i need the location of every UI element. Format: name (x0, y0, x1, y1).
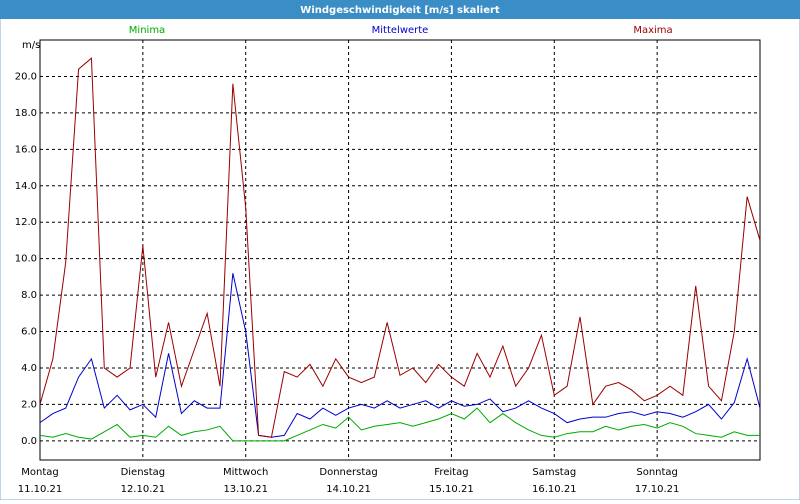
y-tick-label: 16.0 (15, 144, 37, 155)
title-bar (0, 0, 800, 19)
series-line (39, 407, 760, 442)
x-tick-label: Samstag (532, 467, 576, 478)
y-tick-label: 2.0 (21, 399, 37, 410)
y-tick-label: 18.0 (15, 108, 37, 119)
y-tick-label: 8.0 (21, 290, 37, 301)
series-line (39, 273, 761, 438)
chart-title: Windgeschwindigkeit [m/s] skaliert (300, 5, 500, 16)
plot-frame (39, 39, 761, 461)
x-tick-date: 17.10.21 (635, 484, 680, 495)
legend-label: Minima (129, 25, 165, 36)
x-tick-date: 11.10.21 (18, 484, 63, 495)
x-tick-label: Donnerstag (319, 467, 377, 478)
x-tick-label: Montag (21, 467, 58, 478)
legend-label: Maxima (633, 25, 672, 36)
y-tick-label: 14.0 (15, 181, 37, 192)
y-tick-label: 12.0 (15, 217, 37, 228)
x-tick-date: 12.10.21 (121, 484, 166, 495)
x-tick-date: 13.10.21 (223, 484, 268, 495)
x-tick-date: 14.10.21 (326, 484, 371, 495)
x-tick-label: Sonntag (636, 467, 678, 478)
x-tick-label: Mittwoch (223, 467, 268, 478)
y-tick-label: 20.0 (15, 71, 37, 82)
legend-label: Mittelwerte (372, 25, 429, 36)
series-line (39, 57, 761, 438)
x-tick-label: Dienstag (121, 467, 166, 478)
y-tick-label: 0.0 (21, 436, 37, 447)
y-tick-label: 4.0 (21, 363, 37, 374)
x-tick-date: 16.10.21 (532, 484, 577, 495)
x-tick-date: 15.10.21 (429, 484, 474, 495)
x-tick-label: Freitag (434, 467, 468, 478)
y-tick-label: 10.0 (15, 254, 37, 265)
y-unit: m/s (22, 40, 40, 51)
y-tick-label: 6.0 (21, 327, 37, 338)
